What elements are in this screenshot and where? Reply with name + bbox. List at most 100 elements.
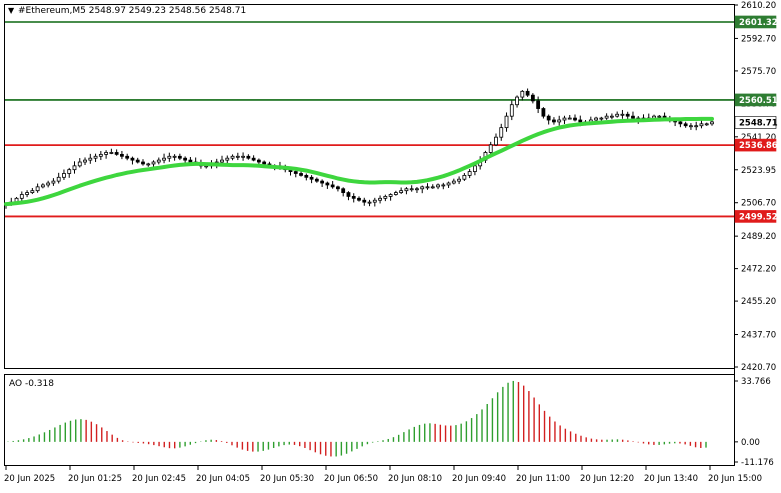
price-tick-label: 2437.70 [741, 331, 776, 341]
candle-body [578, 119, 583, 123]
candle-body [399, 190, 404, 193]
candle-body [573, 117, 577, 121]
candle-body [188, 159, 193, 163]
candle-body [567, 117, 572, 120]
candle-body [314, 178, 319, 182]
candle-body [325, 182, 330, 186]
candle-body [525, 90, 530, 96]
price-tick-label: 2472.20 [741, 265, 776, 275]
candle-body [599, 117, 604, 120]
candle-body [351, 196, 356, 199]
candle-body [631, 115, 635, 119]
candle-body [409, 188, 414, 191]
candle-body [235, 155, 240, 158]
candle-body [83, 159, 87, 163]
candle-body [262, 161, 267, 165]
candle-body [125, 155, 130, 159]
candle-body [467, 171, 472, 176]
candle-body [436, 184, 440, 188]
level-label-box [734, 210, 777, 223]
candle-body [72, 165, 77, 171]
candle-body [293, 171, 298, 174]
candle-body [51, 180, 56, 184]
level-label-text: 2560.51 [739, 96, 778, 106]
time-tick-label: 20 Jun 08:10 [388, 474, 442, 484]
time-axis-ticks: 20 Jun 2025 20 Jun 01:25 20 Jun 02:45 20 Ju… [4, 466, 762, 484]
candle-body [657, 115, 662, 118]
candle-body [225, 157, 230, 161]
level-label-text: 2601.32 [739, 18, 778, 28]
price-tick-label: 2489.20 [741, 232, 776, 242]
symbol-arrow-icon: ▼ [8, 6, 15, 15]
price-tick-label: 2575.70 [741, 67, 776, 77]
candle-body [135, 159, 140, 163]
ao-axis-ticks: 33.766 0.00 -11.176 [734, 377, 774, 468]
level-lines [5, 21, 734, 218]
candle-body [299, 173, 303, 176]
price-tick-label: 2506.70 [741, 199, 776, 209]
price-tick-label: 2523.95 [741, 166, 776, 176]
time-tick-label: 20 Jun 05:30 [260, 474, 314, 484]
candle-body [309, 176, 314, 180]
level-label-box [734, 138, 777, 152]
price-panel-frame [4, 4, 735, 369]
ao-tick-label: -11.176 [741, 458, 774, 468]
candle-body [251, 157, 256, 161]
candle-body [609, 115, 614, 118]
candle-body [615, 113, 620, 117]
candle-body [146, 163, 151, 166]
candle-body [40, 184, 45, 188]
candle-body [62, 173, 66, 178]
candle-body [183, 157, 188, 161]
candle-body [346, 192, 351, 197]
candle-body [388, 194, 393, 197]
candlesticks [4, 88, 714, 209]
price-tick-label: 2455.20 [741, 297, 776, 307]
candle-body [56, 176, 61, 182]
price-tick-label: 2420.70 [741, 363, 776, 373]
level-label-text: 2536.86 [739, 141, 778, 151]
candle-body [46, 182, 51, 186]
ao-tick-label: 33.766 [741, 377, 771, 387]
candle-body [378, 197, 382, 201]
symbol-ohlc-header: #Ethereum,M5 2548.97 2549.23 2548.56 254… [18, 6, 246, 16]
candle-body [162, 157, 166, 161]
level-label-box [734, 93, 777, 107]
candle-body [156, 159, 161, 163]
candle-body [457, 178, 462, 182]
candle-body [699, 123, 704, 127]
candle-body [683, 123, 688, 127]
level-label-text: 2548.71 [739, 118, 778, 128]
candle-body [604, 115, 609, 119]
time-tick-label: 20 Jun 11:00 [516, 474, 570, 484]
candle-body [98, 153, 103, 157]
candle-body [494, 136, 498, 146]
candle-body [499, 127, 504, 138]
candle-body [625, 113, 630, 117]
candle-body [88, 157, 93, 161]
time-tick-label: 20 Jun 12:20 [580, 474, 634, 484]
candle-body [504, 115, 509, 129]
candle-body [30, 190, 35, 193]
candle-body [246, 155, 251, 159]
price-tick-label: 2541.20 [741, 133, 776, 143]
time-tick-label: 20 Jun 01:25 [68, 474, 122, 484]
moving-average-line [4, 116, 714, 207]
time-tick-label: 20 Jun 04:05 [196, 474, 250, 484]
candle-body [515, 96, 519, 106]
candle-body [530, 94, 535, 102]
candle-body [104, 152, 109, 155]
time-tick-label: 20 Jun 09:40 [452, 474, 506, 484]
candle-body [415, 188, 419, 191]
candle-body [562, 117, 567, 121]
candle-body [320, 180, 325, 184]
candle-body [488, 144, 493, 153]
price-tick-label: 2592.70 [741, 34, 776, 44]
price-tick-label: 2610.20 [741, 1, 776, 11]
candle-body [172, 155, 177, 158]
ao-tick-label: 0.00 [741, 438, 760, 448]
candle-body [151, 161, 156, 165]
candle-body [541, 108, 546, 117]
